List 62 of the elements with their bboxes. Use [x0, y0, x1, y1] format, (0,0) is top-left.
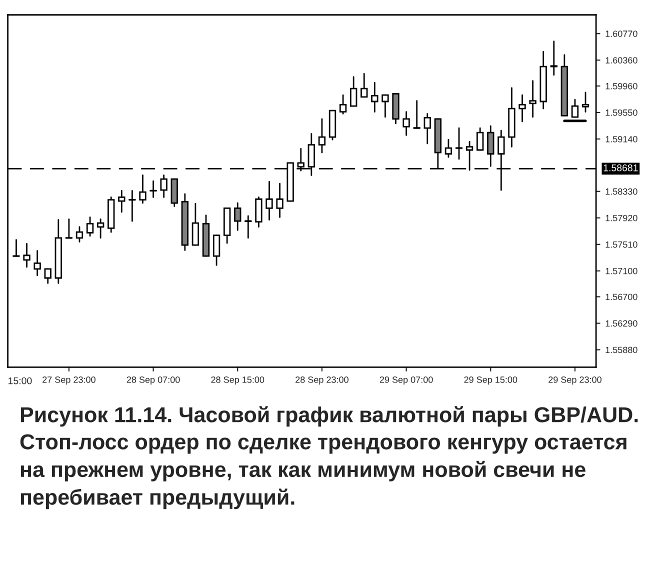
- y-tick-label: 1.59550: [606, 109, 638, 116]
- y-tick-label: 1.56700: [606, 294, 638, 300]
- candlestick: [244, 215, 252, 239]
- candlestick: [170, 178, 178, 207]
- x-tick-label: 28 Sep 23:00: [296, 376, 348, 385]
- candlestick: [424, 113, 431, 144]
- ref-line-label: 1.58681: [604, 164, 638, 172]
- y-tick-label: 1.56290: [606, 320, 638, 327]
- candlestick: [455, 127, 463, 160]
- candlestick: [212, 234, 220, 266]
- candlestick: [276, 182, 284, 218]
- candlestick: [550, 40, 558, 76]
- candlestick: [266, 180, 273, 221]
- candlestick: [339, 94, 347, 114]
- candlestick: [571, 98, 579, 118]
- y-tick-label: 1.58330: [606, 188, 638, 195]
- candlestick: [65, 218, 73, 239]
- y-tick-label: 1.57920: [606, 214, 638, 222]
- candlestick: [529, 80, 536, 118]
- y-tick-label: 1.59140: [606, 136, 638, 142]
- candlestick: [12, 239, 20, 257]
- candlestick: [234, 202, 242, 231]
- x-tick-label: 27 Sep 23:00: [42, 376, 96, 385]
- candlestick: [86, 216, 94, 237]
- text: 15:00: [8, 377, 32, 384]
- candlestick: [402, 111, 410, 136]
- candlestick: [444, 138, 452, 158]
- candlestick: [118, 190, 126, 213]
- candlestick: [582, 92, 590, 113]
- candlestick: [382, 94, 389, 118]
- y-tick-label: 1.57510: [606, 241, 638, 248]
- candlestick: [487, 125, 494, 167]
- y-tick-label: 1.60770: [606, 30, 638, 37]
- candlestick: [150, 180, 158, 198]
- y-tick-label: 1.57100: [606, 268, 638, 274]
- x-tick-label: 28 Sep 15:00: [211, 376, 264, 385]
- candlestick: [318, 118, 326, 154]
- candlestick: [413, 100, 421, 129]
- y-tick-label: 1.55880: [606, 346, 638, 354]
- candlestick: [96, 218, 104, 239]
- y-tick-label: 1.59960: [606, 82, 638, 90]
- candlestick: [371, 82, 378, 113]
- candlestick: [518, 94, 526, 122]
- candlestick: [128, 190, 136, 222]
- x-tick-label: 28 Sep 07:00: [126, 376, 180, 385]
- x-tick-label: 29 Sep 23:00: [548, 376, 602, 385]
- candlestick: [139, 174, 146, 204]
- candlestick: [34, 250, 41, 276]
- y-tick-label: 1.60360: [606, 57, 638, 64]
- candlestick: [255, 196, 262, 228]
- candlestick: [23, 243, 30, 268]
- text: Рисунок 11.14. Часовой график валютной пары GBP/AUD. Стоп-лосс ордер по сделке трендового кенгуру остается на прежнем уровне, так как минимум новой свечи не перебивает предыдущий.: [20, 406, 638, 510]
- candlestick: [360, 73, 368, 98]
- candlestick: [466, 140, 474, 171]
- candlestick: [160, 174, 168, 198]
- candlestick: [350, 76, 358, 107]
- candlestick: [44, 268, 52, 284]
- candlestick: [76, 226, 84, 242]
- x-tick-label: 29 Sep 07:00: [380, 376, 433, 385]
- candlestick: [476, 127, 484, 151]
- x-tick-label: 29 Sep 15:00: [464, 376, 518, 385]
- candlestick: [192, 202, 200, 246]
